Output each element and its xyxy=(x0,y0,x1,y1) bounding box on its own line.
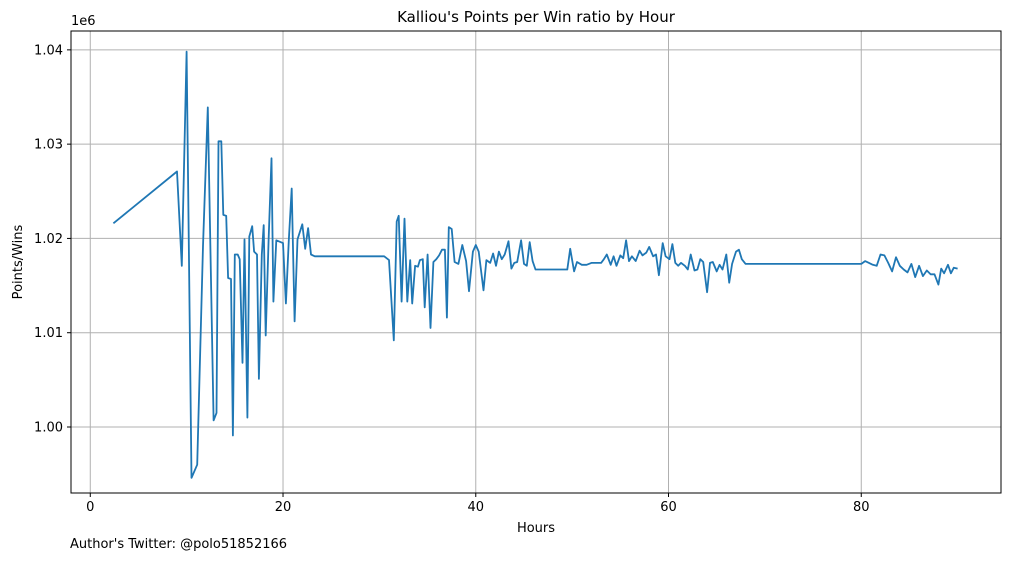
y-tick-label: 1.03 xyxy=(34,138,63,153)
axes: 0 20 40 60 80 1.00 1.01 1.02 1.03 1.04 xyxy=(34,43,869,515)
series xyxy=(112,50,958,479)
x-tick-label: 20 xyxy=(275,500,292,515)
chart-title: Kalliou's Points per Win ratio by Hour xyxy=(397,8,676,26)
y-axis-label: Points/Wins xyxy=(11,224,26,299)
y-tick-label: 1.04 xyxy=(34,43,63,58)
x-tick-label: 40 xyxy=(467,500,484,515)
x-tick-label: 60 xyxy=(660,500,677,515)
y-multiplier-label: 1e6 xyxy=(71,14,96,29)
y-tick-label: 1.00 xyxy=(34,421,63,436)
x-tick-label: 0 xyxy=(86,500,94,515)
x-axis-label: Hours xyxy=(517,521,555,536)
y-tick-label: 1.01 xyxy=(34,326,63,341)
series-line xyxy=(112,50,958,479)
plot-frame xyxy=(70,30,1002,494)
x-tick-label: 80 xyxy=(853,500,870,515)
author-note: Author's Twitter: @polo51852166 xyxy=(70,537,288,552)
y-tick-label: 1.02 xyxy=(34,232,63,247)
grid xyxy=(71,31,1001,493)
